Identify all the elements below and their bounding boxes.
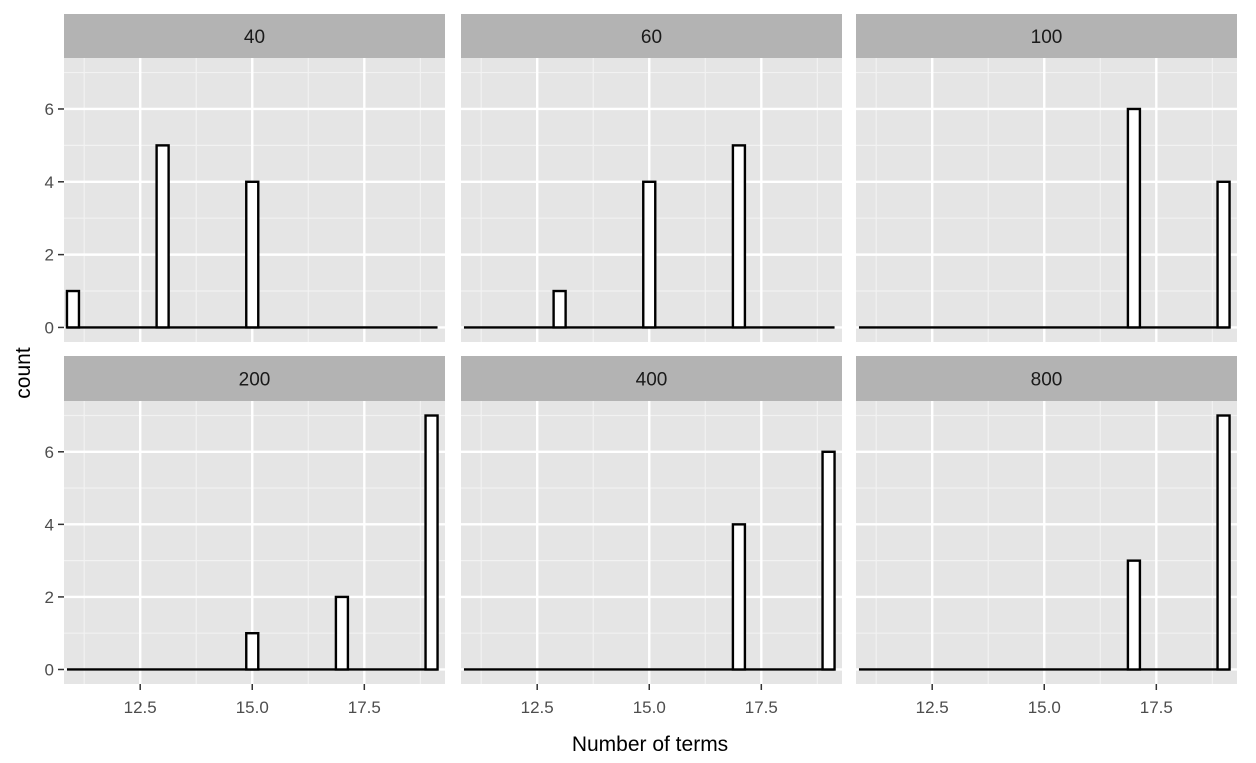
histogram-bar bbox=[334, 595, 350, 671]
histogram-bar bbox=[245, 632, 260, 671]
facet-strip-label: 200 bbox=[239, 370, 271, 391]
x-tick-label: 15.0 bbox=[236, 698, 269, 717]
facet-strip bbox=[461, 14, 842, 58]
facet-strip bbox=[64, 356, 445, 401]
x-tick-label: 15.0 bbox=[633, 698, 666, 717]
histogram-bar bbox=[1126, 559, 1142, 671]
panel-background bbox=[856, 401, 1237, 684]
x-tick-label: 17.5 bbox=[1140, 698, 1173, 717]
facet-strip-label: 100 bbox=[1031, 27, 1063, 48]
y-tick-label: 6 bbox=[45, 443, 54, 462]
histogram-bar bbox=[1216, 414, 1231, 671]
panel-background bbox=[461, 401, 842, 684]
y-axis-title: count bbox=[12, 347, 35, 399]
panel-background bbox=[856, 58, 1237, 342]
histogram-bar bbox=[1126, 107, 1142, 329]
histogram-bar bbox=[1216, 180, 1231, 329]
facet-panel: 400 12.5 15.0 17.5 bbox=[461, 356, 842, 717]
y-tick-label: 2 bbox=[45, 246, 54, 265]
histogram-bar bbox=[731, 523, 747, 671]
y-tick-label: 0 bbox=[45, 318, 54, 337]
x-tick-label: 12.5 bbox=[521, 698, 554, 717]
y-tick-label: 6 bbox=[45, 100, 54, 119]
facet-strip-label: 40 bbox=[244, 27, 265, 48]
histogram-bar bbox=[155, 144, 170, 329]
y-tick-label: 0 bbox=[45, 660, 54, 679]
y-tick-label: 2 bbox=[45, 588, 54, 607]
x-tick-label: 15.0 bbox=[1028, 698, 1061, 717]
x-tick-label: 12.5 bbox=[124, 698, 157, 717]
facet-strip-label: 60 bbox=[641, 27, 662, 48]
x-tick-label: 17.5 bbox=[745, 698, 778, 717]
facet-strip-label: 800 bbox=[1031, 370, 1063, 391]
x-tick-label: 12.5 bbox=[916, 698, 949, 717]
histogram-bar bbox=[642, 180, 657, 329]
facet-panel: 60 bbox=[461, 14, 842, 342]
facet-strip bbox=[461, 356, 842, 401]
histogram-bar bbox=[424, 414, 439, 671]
facet-strip bbox=[64, 14, 445, 58]
y-tick-label: 4 bbox=[45, 173, 54, 192]
histogram-bar bbox=[245, 180, 260, 329]
facet-panel: 800 12.5 15.0 17.5 bbox=[856, 356, 1237, 717]
facet-strip bbox=[856, 356, 1237, 401]
facet-panel: 40 0 2 4 6 bbox=[45, 14, 445, 342]
x-tick-label: 17.5 bbox=[348, 698, 381, 717]
x-axis-title: Number of terms bbox=[572, 733, 728, 756]
histogram-bar bbox=[821, 450, 836, 671]
y-tick-label: 4 bbox=[45, 515, 54, 534]
histogram-bar bbox=[65, 289, 81, 329]
facet-strip bbox=[856, 14, 1237, 58]
facet-strip-label: 400 bbox=[636, 370, 668, 391]
facet-panel: 200 0 2 4 6 12.5 15.0 17.5 bbox=[45, 356, 445, 717]
histogram-bar bbox=[731, 144, 747, 329]
facet-panel: 100 bbox=[856, 14, 1237, 342]
histogram-bar bbox=[552, 289, 567, 329]
